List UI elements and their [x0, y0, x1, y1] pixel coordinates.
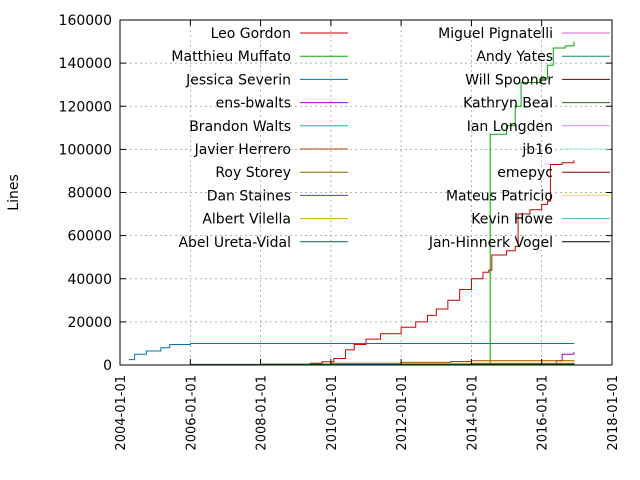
legend-label: Roy Storey: [215, 165, 291, 181]
legend-entry: Javier Herrero: [194, 142, 348, 158]
y-tick-label: 60000: [67, 229, 112, 245]
legend-entry: Mateus Patricio: [446, 188, 610, 204]
legend-label: Mateus Patricio: [446, 188, 553, 204]
y-tick-label: 160000: [59, 13, 112, 29]
y-tick-label: 80000: [67, 186, 112, 202]
y-tick-label: 120000: [59, 99, 112, 115]
legend-entry: Albert Vilella: [202, 212, 348, 228]
legend-entry: Miguel Pignatelli: [438, 26, 610, 42]
legend-label: Leo Gordon: [211, 26, 291, 42]
y-axis-ticks: 0 20000 40000 60000 80000 100000 120000 140000 1…: [59, 13, 612, 374]
legend-entry: Andy Yates: [476, 49, 610, 65]
legend-entry: jb16: [521, 142, 610, 158]
legend-label: Abel Ureta-Vidal: [178, 235, 291, 251]
x-tick-label: 2010-01-01: [325, 375, 340, 451]
legend-entry: Abel Ureta-Vidal: [178, 235, 348, 251]
legend-entry: Ian Longden: [467, 119, 610, 135]
legend-label: Kathryn Beal: [463, 96, 553, 112]
legend-entry: Jan-Hinnerk Vogel: [428, 235, 610, 251]
legend-label: ens-bwalts: [216, 96, 291, 112]
x-tick-label: 2006-01-01: [184, 375, 199, 451]
legend-label: jb16: [521, 142, 553, 158]
series-line-jessica-severin: [128, 342, 575, 361]
legend-entry: Will Spooner: [465, 72, 610, 88]
legend-entry: Matthieu Muffato: [171, 49, 348, 65]
grid-lines: [120, 20, 612, 365]
legend-label: emepyc: [497, 165, 553, 181]
series-line-leo-gordon: [239, 160, 575, 366]
legend-label: Ian Longden: [467, 119, 553, 135]
legend-entry: emepyc: [497, 165, 610, 181]
legend-entry: Dan Staines: [207, 188, 348, 204]
legend-label: Matthieu Muffato: [171, 49, 291, 65]
y-tick-label: 0: [103, 358, 112, 374]
legend-entry: Leo Gordon: [211, 26, 348, 42]
legend-entry: Kevin Howe: [471, 212, 610, 228]
series-line-matthieu-muffato: [488, 41, 575, 366]
x-tick-label: 2004-01-01: [114, 375, 129, 451]
legend-label: Kevin Howe: [471, 212, 553, 228]
y-tick-label: 100000: [59, 142, 112, 158]
legend-label: Javier Herrero: [194, 142, 291, 158]
legend-label: Jan-Hinnerk Vogel: [428, 235, 553, 251]
x-axis-ticks: 2004-01-01 2006-01-01 2008-01-01 2010-01-01…: [114, 20, 621, 451]
x-tick-label: 2012-01-01: [395, 375, 410, 451]
y-tick-label: 40000: [67, 272, 112, 288]
x-tick-label: 2016-01-01: [536, 375, 551, 451]
legend-label: Miguel Pignatelli: [438, 26, 553, 42]
legend-label: Will Spooner: [465, 72, 553, 88]
legend: Leo Gordon Matthieu Muffato Jessica Severi…: [171, 26, 610, 251]
legend-entry: Roy Storey: [215, 165, 348, 181]
x-tick-label: 2008-01-01: [255, 375, 270, 451]
x-tick-label: 2018-01-01: [606, 375, 621, 451]
y-axis-label: Lines: [6, 174, 22, 210]
legend-label: Jessica Severin: [185, 72, 291, 88]
legend-entry: Jessica Severin: [185, 72, 348, 88]
legend-entry: Brandon Walts: [189, 119, 348, 135]
x-tick-label: 2014-01-01: [465, 375, 480, 451]
legend-entry: ens-bwalts: [216, 96, 348, 112]
legend-label: Dan Staines: [207, 188, 291, 204]
legend-label: Andy Yates: [476, 49, 553, 65]
legend-label: Albert Vilella: [202, 212, 291, 228]
legend-label: Brandon Walts: [189, 119, 291, 135]
legend-entry: Kathryn Beal: [463, 96, 610, 112]
y-tick-label: 20000: [67, 315, 112, 331]
y-tick-label: 140000: [59, 56, 112, 72]
